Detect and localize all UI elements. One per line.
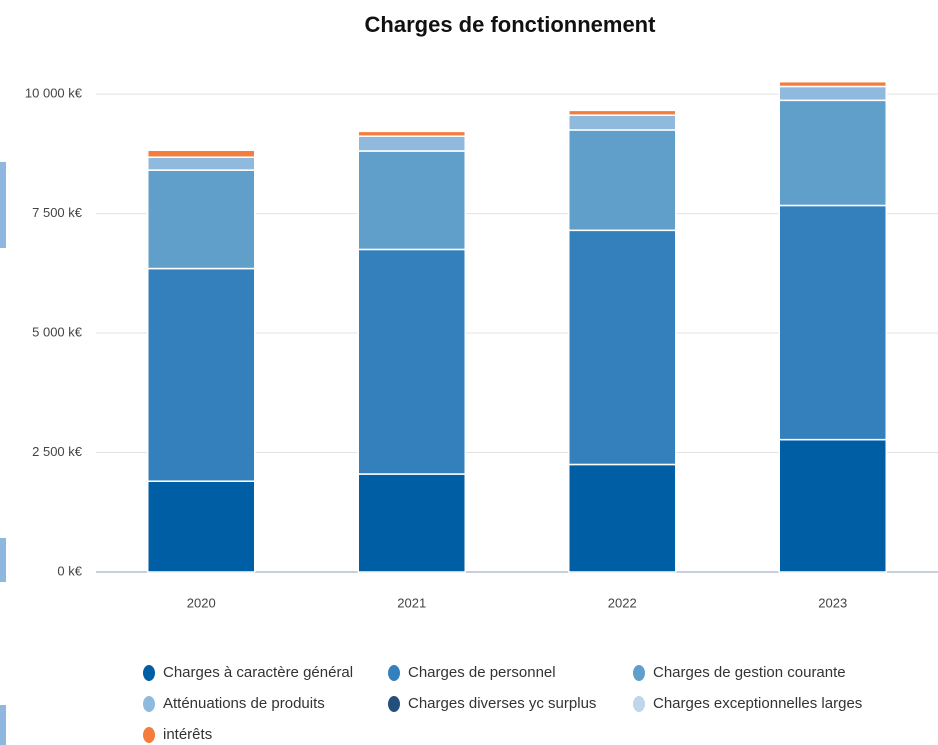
y-tick-label: 2 500 k€ <box>32 444 83 459</box>
bar-segment <box>568 109 677 116</box>
bar-segment <box>357 150 466 251</box>
y-tick-label: 7 500 k€ <box>32 205 83 220</box>
bar-segment <box>357 473 466 573</box>
legend-marker <box>388 696 400 712</box>
x-tick-label: 2020 <box>187 595 216 610</box>
y-tick-label: 5 000 k€ <box>32 324 83 339</box>
y-tick-label: 0 k€ <box>57 563 82 578</box>
legend-marker <box>143 727 155 743</box>
legend-marker <box>388 665 400 681</box>
y-tick-label: 10 000 k€ <box>25 86 83 101</box>
edge-decoration <box>0 538 6 582</box>
bar-segment <box>778 80 887 88</box>
bar-segment <box>147 169 256 270</box>
x-tick-label: 2023 <box>818 595 847 610</box>
legend-label: Atténuations de produits <box>163 695 325 712</box>
edge-decoration <box>0 162 6 248</box>
bar-segment <box>778 204 887 441</box>
bar-segment <box>357 135 466 152</box>
bar-segment <box>778 85 887 102</box>
bar-segment <box>568 129 677 232</box>
legend-marker <box>633 665 645 681</box>
bar-segment <box>568 463 677 573</box>
legend-label: intérêts <box>163 726 212 743</box>
x-tick-label: 2021 <box>397 595 426 610</box>
bar-segment <box>778 99 887 207</box>
edge-decoration <box>0 705 6 745</box>
bar-segment <box>568 229 677 466</box>
legend-label: Charges diverses yc surplus <box>408 695 596 712</box>
legend-marker <box>143 665 155 681</box>
bar-segment <box>357 130 466 137</box>
legend-marker <box>143 696 155 712</box>
bar-segment <box>147 149 256 158</box>
x-tick-label: 2022 <box>608 595 637 610</box>
chart-title: Charges de fonctionnement <box>365 12 657 37</box>
legend-label: Charges de personnel <box>408 664 556 681</box>
legend-marker <box>633 696 645 712</box>
legend-label: Charges à caractère général <box>163 664 353 681</box>
bar-segment <box>357 248 466 475</box>
legend-label: Charges de gestion courante <box>653 664 846 681</box>
bar-segment <box>778 438 887 573</box>
legend-label: Charges exceptionnelles larges <box>653 695 862 712</box>
bar-segment <box>568 114 677 131</box>
bar-segment <box>147 480 256 573</box>
bar-segment <box>147 156 256 171</box>
bar-segment <box>147 267 256 482</box>
